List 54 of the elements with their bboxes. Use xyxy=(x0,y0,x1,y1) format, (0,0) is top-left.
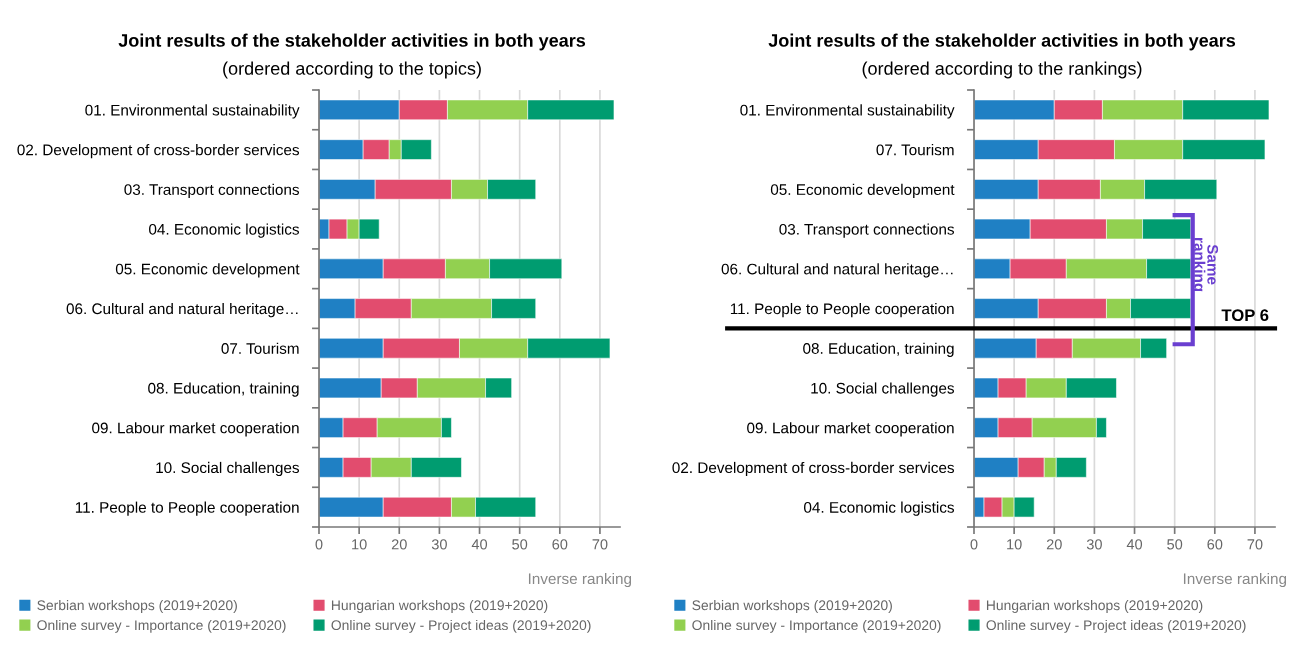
y-tick-label: 09. Labour market cooperation xyxy=(747,422,954,437)
y-tick-label: 06. Cultural and natural heritage… xyxy=(66,302,298,318)
y-tick-label: 02. Development of cross-border services xyxy=(672,461,955,477)
x-tick-label: 10 xyxy=(352,539,367,550)
legend-label: Hungarian workshops (2019+2020) xyxy=(331,600,548,613)
x-tick-label: 70 xyxy=(592,539,608,550)
y-tick-label: 07. Tourism xyxy=(876,144,954,156)
x-tick-label: 30 xyxy=(431,539,447,550)
x-tick-label: 20 xyxy=(1046,539,1062,550)
y-tick-label: 04. Economic logistics xyxy=(804,501,955,516)
x-tick-label: 0 xyxy=(315,539,323,550)
x-axis-title: Inverse ranking xyxy=(528,572,632,588)
legend-label: Serbian workshops (2019+2020) xyxy=(692,600,892,613)
x-axis-title: Inverse ranking xyxy=(1183,572,1287,588)
x-tick-label: 0 xyxy=(970,539,978,550)
legend-label: Online survey - Project ideas (2019+2020) xyxy=(986,619,1246,633)
x-tick-label: 10 xyxy=(1007,539,1022,550)
y-tick-label: 03. Transport connections xyxy=(779,223,955,238)
y-tick-label: 07. Tourism xyxy=(221,342,299,354)
chart-title: Joint results of the stakeholder activities in both years xyxy=(768,33,1236,51)
chart-title: Joint results of the stakeholder activities in both years xyxy=(118,33,586,51)
ref-line-label: TOP 6 xyxy=(1221,309,1269,322)
x-tick-label: 70 xyxy=(1247,539,1263,550)
y-tick-label: 03. Transport connections xyxy=(124,183,300,199)
y-tick-label: 11. People to People cooperation xyxy=(730,302,954,318)
x-tick-label: 30 xyxy=(1086,539,1102,550)
chart-subtitle: (ordered according to the topics) xyxy=(223,61,481,79)
y-tick-label: 08. Education, training xyxy=(803,342,954,357)
x-tick-label: 40 xyxy=(1126,539,1143,550)
legend-label: Hungarian workshops (2019+2020) xyxy=(986,600,1203,613)
legend-label: Online survey - Importance (2019+2020) xyxy=(37,619,286,633)
chart-subtitle: (ordered according to the rankings) xyxy=(862,61,1142,79)
y-tick-label: 02. Development of cross-border services xyxy=(17,144,300,159)
annotation: Same ranking xyxy=(1191,238,1219,292)
x-tick-label: 20 xyxy=(391,539,407,550)
x-tick-label: 50 xyxy=(512,539,528,550)
y-tick-label: 05. Economic development xyxy=(770,183,955,199)
y-tick-label: 06. Cultural and natural heritage… xyxy=(721,263,953,278)
y-tick-label: 01. Environmental sustainability xyxy=(85,104,300,119)
y-tick-label: 10. Social challenges xyxy=(156,461,300,477)
legend-label: Serbian workshops (2019+2020) xyxy=(37,600,237,613)
y-tick-label: 08. Education, training xyxy=(148,382,299,397)
y-tick-label: 10. Social challenges xyxy=(811,382,955,397)
x-tick-label: 40 xyxy=(471,539,488,550)
x-tick-label: 50 xyxy=(1167,539,1183,550)
x-tick-label: 60 xyxy=(552,539,568,550)
y-tick-label: 11. People to People cooperation xyxy=(75,501,299,516)
y-tick-label: 04. Economic logistics xyxy=(149,223,300,238)
y-tick-label: 09. Labour market cooperation xyxy=(92,422,299,437)
legend-label: Online survey - Importance (2019+2020) xyxy=(692,619,941,633)
legend-label: Online survey - Project ideas (2019+2020) xyxy=(331,619,591,633)
y-tick-label: 05. Economic development xyxy=(115,263,300,278)
y-tick-label: 01. Environmental sustainability xyxy=(740,104,955,119)
x-tick-label: 60 xyxy=(1207,539,1223,550)
